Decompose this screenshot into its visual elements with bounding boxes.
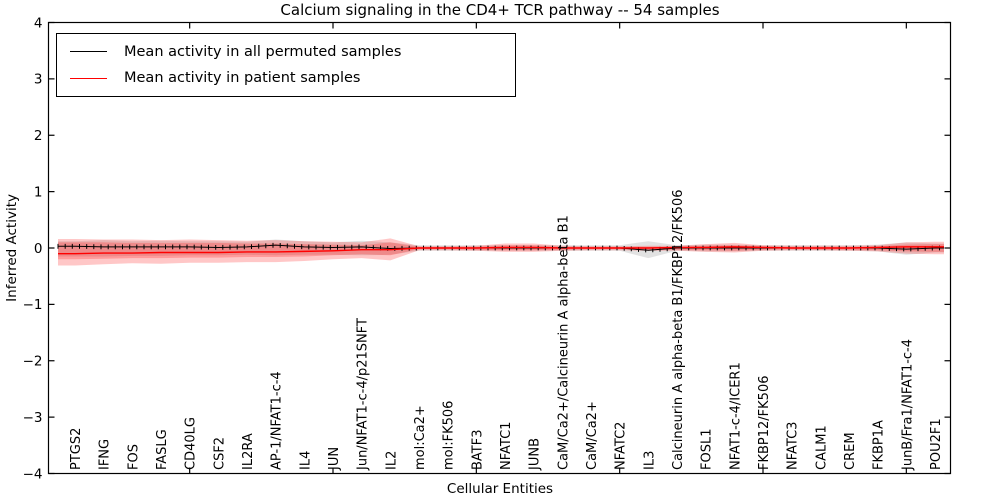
legend-item-patient: Mean activity in patient samples	[57, 69, 515, 87]
legend: Mean activity in all permuted samples Me…	[56, 33, 516, 97]
x-tick-label: FOSL1	[700, 429, 715, 470]
y-tick-label: 0	[34, 241, 43, 257]
x-tick-label: IL3	[642, 451, 657, 470]
x-tick-label: FKBP12/FK506	[757, 376, 772, 471]
x-tick-label: NFATC1	[499, 422, 514, 470]
permuted-line-sample	[70, 51, 107, 53]
y-tick-label: −2	[23, 354, 43, 370]
x-tick-label: mol:FK506	[442, 401, 457, 470]
legend-label-patient: Mean activity in patient samples	[124, 70, 361, 87]
y-tick-label: 1	[34, 184, 43, 200]
x-tick-label: IFNG	[98, 439, 113, 470]
x-tick-label: JUNB	[528, 438, 543, 471]
x-tick-label: CD40LG	[184, 417, 199, 470]
x-tick-label: CaM/Ca2+	[585, 401, 600, 470]
y-tick-label: 2	[34, 128, 43, 144]
x-tick-label: POU2F1	[929, 418, 944, 470]
x-tick-label: Jun/NFAT1-c-4/p21SNFT	[356, 318, 371, 471]
legend-item-permuted: Mean activity in all permuted samples	[57, 43, 515, 61]
x-tick-label: AP-1/NFAT1-c-4	[270, 371, 285, 470]
x-tick-label: CREM	[843, 432, 858, 470]
y-tick-label: 4	[34, 15, 43, 31]
band-permuted-samples-range	[58, 239, 944, 259]
x-tick-label: NFATC2	[614, 422, 629, 470]
x-tick-label: CaM/Ca2+/Calcineurin A alpha-beta B1	[556, 215, 571, 470]
y-tick-label: 3	[34, 72, 43, 88]
x-tick-label: IL4	[298, 451, 313, 470]
x-axis-label: Cellular Entities	[446, 481, 554, 497]
y-tick-label: −1	[23, 297, 43, 313]
patient-line-sample	[70, 77, 107, 79]
x-tick-label: CALM1	[814, 425, 829, 470]
x-tick-label: JunB/Fra1/NFAT1-c-4	[900, 339, 915, 471]
y-tick-label: −3	[23, 410, 43, 426]
y-tick-label: −4	[23, 466, 43, 482]
x-tick-label: BATF3	[470, 430, 485, 471]
x-tick-label: IL2	[384, 451, 399, 470]
x-tick-label: NFATC3	[786, 422, 801, 470]
y-axis-label-wrap: Inferred Activity	[2, 0, 22, 496]
x-tick-label: FKBP1A	[872, 420, 887, 470]
x-tick-label: Calcineurin A alpha-beta B1/FKBP12/FK506	[671, 190, 686, 470]
x-tick-label: FASLG	[155, 429, 170, 470]
chart-title: Calcium signaling in the CD4+ TCR pathwa…	[280, 1, 720, 19]
x-tick-label: PTGS2	[69, 428, 84, 470]
y-axis-label: Inferred Activity	[4, 194, 20, 302]
x-tick-label: FOS	[126, 444, 141, 470]
x-tick-label: CSF2	[212, 437, 227, 470]
legend-label-permuted: Mean activity in all permuted samples	[124, 43, 402, 60]
x-tick-label: NFAT1-c-4/ICER1	[728, 362, 743, 470]
x-tick-label: JUN	[327, 447, 342, 471]
series-patient-line	[58, 246, 944, 255]
x-tick-label: mol:Ca2+	[413, 405, 428, 470]
x-tick-label: IL2RA	[241, 433, 256, 470]
